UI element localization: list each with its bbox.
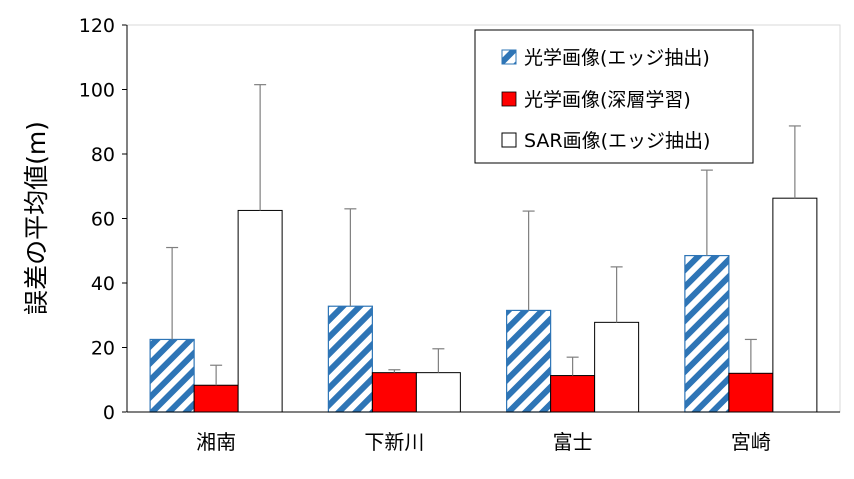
y-tick-label: 20 (91, 338, 115, 360)
x-axis-categories: 湘南 下新川 富士 宮崎 (196, 430, 771, 454)
legend-label-optical-dl: 光学画像(深層学習) (524, 89, 691, 111)
legend-swatch-optical-dl (501, 91, 517, 107)
bar-series-0-cat-0 (149, 338, 195, 413)
bar-series-1-cat-3 (728, 372, 774, 413)
legend-swatch-optical-edge (501, 49, 517, 65)
x-category-label: 宮崎 (731, 430, 771, 454)
legend-box (474, 29, 754, 164)
legend-swatch-sar-edge (501, 132, 517, 148)
bar-series-1-cat-2 (550, 375, 596, 413)
bar-series-2-cat-3 (772, 197, 818, 413)
bar-series-2-cat-0 (237, 209, 283, 413)
y-axis-ticks: 0 20 40 60 80 100 120 (79, 15, 127, 424)
legend-label-sar-edge: SAR画像(エッジ抽出) (524, 130, 710, 152)
bar-series-0-cat-3 (684, 254, 730, 413)
bar-series-1-cat-1 (371, 372, 417, 413)
bar-series-2-cat-1 (415, 372, 461, 413)
x-category-label: 下新川 (364, 430, 424, 454)
bar-series-0-cat-1 (327, 305, 373, 413)
bar-series-0-cat-2 (506, 309, 552, 413)
bar-series-2-cat-2 (594, 321, 640, 413)
y-tick-label: 40 (91, 273, 115, 295)
y-tick-label: 100 (79, 80, 115, 102)
y-tick-label: 0 (103, 402, 115, 424)
bar-series-1-cat-0 (193, 384, 239, 413)
legend-label-optical-edge: 光学画像(エッジ抽出) (524, 47, 710, 69)
bars (149, 197, 818, 413)
y-axis-title: 誤差の平均値(m) (22, 121, 51, 315)
x-category-label: 富士 (553, 430, 593, 454)
y-tick-label: 120 (79, 15, 115, 37)
legend: 光学画像(エッジ抽出) 光学画像(深層学習) SAR画像(エッジ抽出) (474, 29, 754, 164)
error-bars (166, 84, 801, 386)
y-tick-label: 80 (91, 144, 115, 166)
y-tick-label: 60 (91, 209, 115, 231)
x-category-label: 湘南 (196, 430, 236, 454)
